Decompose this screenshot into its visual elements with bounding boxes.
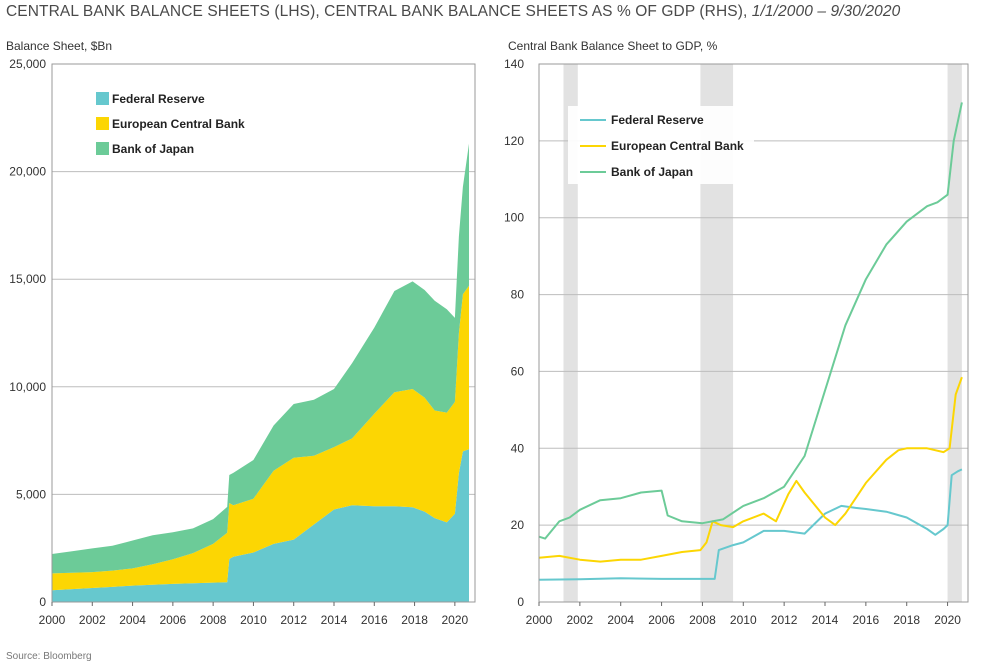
right-x-tick-label: 2004 bbox=[607, 613, 634, 627]
left-legend-label: Bank of Japan bbox=[112, 142, 194, 156]
left-x-tick-label: 2018 bbox=[401, 613, 428, 627]
right-y-tick-label: 20 bbox=[511, 518, 525, 532]
left-area-bank-of-japan bbox=[52, 143, 469, 574]
left-legend-label: Federal Reserve bbox=[112, 92, 205, 106]
left-y-axis-label: Balance Sheet, $Bn bbox=[6, 39, 112, 53]
left-plot-frame bbox=[51, 63, 476, 603]
right-legend-label: Federal Reserve bbox=[611, 113, 704, 127]
left-x-tick-label: 2000 bbox=[39, 613, 66, 627]
right-x-tick-label: 2008 bbox=[689, 613, 716, 627]
left-y-tick-label: 10,000 bbox=[9, 380, 46, 394]
right-y-tick-label: 40 bbox=[511, 441, 525, 455]
right-y-tick-label: 120 bbox=[504, 134, 524, 148]
right-x-tick-label: 2018 bbox=[893, 613, 920, 627]
right-x-tick-label: 2000 bbox=[526, 613, 553, 627]
left-legend-swatch bbox=[96, 117, 109, 130]
left-x-tick-label: 2014 bbox=[321, 613, 348, 627]
left-legend-swatch bbox=[96, 92, 109, 105]
right-y-tick-label: 80 bbox=[511, 288, 525, 302]
right-x-tick-label: 2010 bbox=[730, 613, 757, 627]
chart-title: CENTRAL BANK BALANCE SHEETS (LHS), CENTR… bbox=[6, 3, 900, 21]
right-y-tick-label: 100 bbox=[504, 211, 524, 225]
right-legend-label: Bank of Japan bbox=[611, 165, 693, 179]
left-x-tick-label: 2004 bbox=[119, 613, 146, 627]
left-x-tick-label: 2020 bbox=[442, 613, 469, 627]
left-x-tick-label: 2010 bbox=[240, 613, 267, 627]
right-x-tick-label: 2014 bbox=[812, 613, 839, 627]
right-y-tick-label: 140 bbox=[504, 57, 524, 71]
left-x-tick-label: 2008 bbox=[200, 613, 227, 627]
right-x-tick-label: 2002 bbox=[567, 613, 594, 627]
left-area-european-central-bank bbox=[52, 285, 469, 591]
right-plot-frame bbox=[538, 63, 969, 603]
right-line-federal-reserve bbox=[538, 468, 963, 581]
left-legend-swatch bbox=[96, 142, 109, 155]
left-x-tick-label: 2016 bbox=[361, 613, 388, 627]
right-legend-label: European Central Bank bbox=[611, 139, 744, 153]
left-y-tick-label: 5,000 bbox=[16, 487, 46, 501]
title-main: CENTRAL BANK BALANCE SHEETS (LHS), CENTR… bbox=[6, 3, 748, 20]
title-dates: 1/1/2000 – 9/30/2020 bbox=[751, 3, 901, 20]
left-y-tick-label: 15,000 bbox=[9, 272, 46, 286]
left-y-tick-label: 0 bbox=[39, 595, 46, 609]
left-legend-label: European Central Bank bbox=[112, 117, 245, 131]
right-x-tick-label: 2006 bbox=[648, 613, 675, 627]
right-y-axis-label: Central Bank Balance Sheet to GDP, % bbox=[508, 39, 718, 53]
right-line-european-central-bank bbox=[538, 376, 963, 563]
right-x-tick-label: 2012 bbox=[771, 613, 798, 627]
right-line-bank-of-japan bbox=[538, 102, 963, 540]
source-note: Source: Bloomberg bbox=[6, 651, 92, 662]
left-x-tick-label: 2012 bbox=[280, 613, 307, 627]
right-recession-band bbox=[563, 64, 578, 602]
left-x-tick-label: 2006 bbox=[160, 613, 187, 627]
right-y-tick-label: 60 bbox=[511, 364, 525, 378]
right-y-tick-label: 0 bbox=[517, 595, 524, 609]
left-y-tick-label: 25,000 bbox=[9, 57, 46, 71]
left-y-tick-label: 20,000 bbox=[9, 165, 46, 179]
left-area-federal-reserve bbox=[52, 449, 469, 602]
right-x-tick-label: 2016 bbox=[853, 613, 880, 627]
right-recession-band bbox=[947, 64, 962, 602]
left-x-tick-label: 2002 bbox=[79, 613, 106, 627]
right-x-tick-label: 2020 bbox=[934, 613, 961, 627]
